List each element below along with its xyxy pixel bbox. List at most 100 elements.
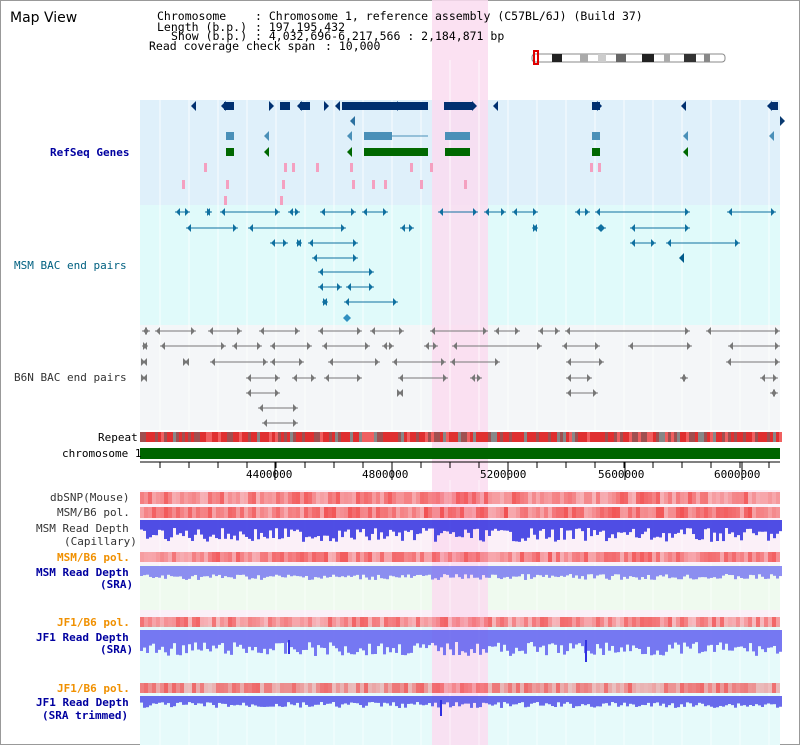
depth-bin bbox=[380, 696, 383, 707]
heat-bin bbox=[464, 617, 468, 627]
repeat-bin bbox=[668, 432, 671, 442]
depth-bin bbox=[728, 696, 731, 705]
heat-bin bbox=[148, 683, 152, 693]
heat-bin bbox=[608, 492, 612, 504]
repeat-bin bbox=[371, 432, 374, 442]
heat-bin bbox=[684, 683, 688, 693]
heat-bin bbox=[744, 492, 748, 504]
depth-bin bbox=[773, 696, 776, 705]
heat-bin bbox=[748, 617, 752, 627]
heat-bin bbox=[316, 683, 320, 693]
depth-bin bbox=[725, 630, 728, 644]
depth-bin bbox=[596, 566, 599, 576]
track-label-b6n-bac[interactable]: B6N BAC end pairs bbox=[14, 371, 127, 384]
depth-bin bbox=[443, 630, 446, 656]
heat-bin bbox=[596, 507, 600, 518]
depth-bin bbox=[665, 696, 668, 708]
depth-bin bbox=[236, 566, 239, 575]
depth-bin bbox=[665, 520, 668, 542]
heat-bin bbox=[528, 507, 532, 518]
chromosome-bar bbox=[140, 448, 780, 459]
repeat-bin bbox=[533, 432, 536, 442]
depth-bin bbox=[635, 566, 638, 578]
depth-bin bbox=[470, 566, 473, 575]
ideogram-band bbox=[664, 54, 670, 62]
heat-bin bbox=[264, 617, 268, 627]
heat-bin bbox=[688, 683, 692, 693]
depth-bin bbox=[350, 566, 353, 577]
depth-bin bbox=[149, 630, 152, 646]
heat-bin bbox=[720, 683, 724, 693]
heat-bin bbox=[696, 507, 700, 518]
heat-bin bbox=[216, 617, 220, 627]
heat-bin bbox=[208, 492, 212, 504]
depth-bin bbox=[299, 630, 302, 655]
heat-bin bbox=[708, 552, 712, 562]
repeat-bin bbox=[569, 432, 572, 442]
depth-bin bbox=[740, 630, 743, 647]
heat-bin bbox=[740, 492, 744, 504]
repeat-bin bbox=[485, 432, 488, 442]
depth-bin bbox=[683, 566, 686, 577]
depth-bin bbox=[299, 696, 302, 708]
repeat-bin bbox=[443, 432, 446, 442]
depth-bin bbox=[467, 696, 470, 704]
gene-arrow bbox=[767, 101, 772, 111]
depth-bin bbox=[374, 520, 377, 529]
gene-arrow bbox=[593, 389, 597, 397]
depth-bin bbox=[359, 630, 362, 649]
repeat-bin bbox=[446, 432, 449, 442]
heat-bin bbox=[240, 617, 244, 627]
depth-bin bbox=[323, 630, 326, 648]
repeat-bin bbox=[260, 432, 263, 442]
heat-bin bbox=[740, 552, 744, 562]
track-label-refseq[interactable]: RefSeq Genes bbox=[50, 146, 130, 159]
repeat-bin bbox=[455, 432, 458, 442]
track-label-msm-bac[interactable]: MSM BAC end pairs bbox=[14, 259, 127, 272]
refseq-pink-mark bbox=[316, 163, 319, 172]
heat-bin bbox=[420, 492, 424, 504]
heat-bin bbox=[632, 617, 636, 627]
gene-arrow bbox=[357, 327, 361, 335]
gene-arrow bbox=[161, 342, 165, 350]
heat-bin bbox=[328, 492, 332, 504]
gene-arrow bbox=[576, 208, 580, 216]
heat-bin bbox=[708, 507, 712, 518]
depth-bin bbox=[554, 630, 557, 645]
depth-bin bbox=[617, 630, 620, 653]
depth-bin bbox=[536, 696, 539, 703]
heat-bin bbox=[548, 617, 552, 627]
gene-arrow bbox=[383, 208, 387, 216]
heat-bin bbox=[296, 617, 300, 627]
depth-bin bbox=[308, 566, 311, 580]
depth-bin bbox=[509, 696, 512, 707]
depth-bin bbox=[233, 520, 236, 536]
depth-bin bbox=[641, 520, 644, 535]
heat-bin bbox=[556, 492, 560, 504]
depth-bin bbox=[728, 630, 731, 651]
heat-bin bbox=[660, 507, 664, 518]
heat-bin bbox=[704, 552, 708, 562]
heat-bin bbox=[404, 507, 408, 518]
gene-arrow bbox=[775, 358, 779, 366]
depth-bin bbox=[602, 630, 605, 655]
heat-bin bbox=[492, 683, 496, 693]
repeat-bin bbox=[599, 432, 602, 442]
depth-bin bbox=[470, 520, 473, 539]
depth-bin bbox=[305, 696, 308, 705]
depth-bin bbox=[251, 696, 254, 705]
depth-bin bbox=[260, 630, 263, 654]
repeat-bin bbox=[749, 432, 752, 442]
heat-bin bbox=[220, 507, 224, 518]
heat-bin bbox=[200, 492, 204, 504]
heat-bin bbox=[504, 552, 508, 562]
heat-bin bbox=[676, 552, 680, 562]
repeat-bin bbox=[140, 432, 143, 442]
repeat-bin bbox=[224, 432, 227, 442]
repeat-bin bbox=[257, 432, 260, 442]
heat-bin bbox=[460, 507, 464, 518]
depth-bin bbox=[365, 566, 368, 578]
heat-bin bbox=[496, 683, 500, 693]
heat-bin bbox=[296, 492, 300, 504]
